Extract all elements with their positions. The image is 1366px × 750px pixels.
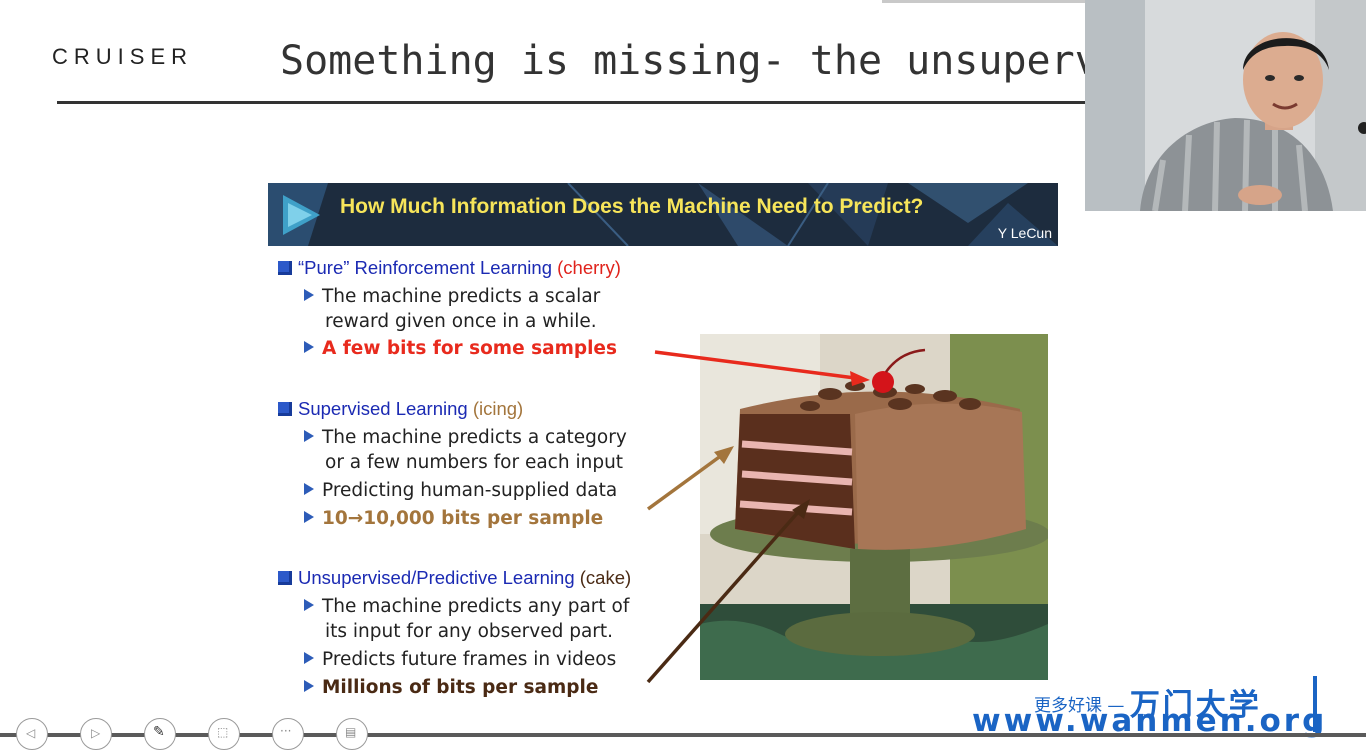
top-bar [882, 0, 1172, 3]
watermark-bar [1313, 676, 1317, 732]
select-icon: ⬚ [217, 725, 229, 739]
banner-author: Y LeCun [997, 225, 1052, 241]
next-slide-button[interactable]: ▷ [80, 718, 112, 750]
pen-tool-button[interactable]: ✎ [144, 718, 176, 750]
cruiser-logo: CRUISER [52, 44, 194, 69]
title-divider [57, 101, 1097, 104]
triangle-bullet-icon [304, 430, 314, 442]
select-tool-button[interactable]: ⬚ [208, 718, 240, 750]
bullet-line: The machine predicts a category [304, 425, 627, 450]
banner-title: How Much Information Does the Machine Ne… [340, 195, 924, 218]
section-tag: (cherry) [557, 257, 621, 278]
bottom-bar [0, 733, 1366, 737]
pen-icon: ✎ [153, 724, 165, 740]
more-icon: ··· [280, 724, 292, 738]
bullet-line: The machine predicts any part of [304, 594, 629, 619]
triangle-bullet-icon [304, 483, 314, 495]
blue-square-bullet-icon [278, 402, 292, 416]
triangle-bullet-icon [304, 511, 314, 523]
triangle-bullet-icon [304, 341, 314, 353]
watermark-slogan: 更多好课 — 万门大学 [1034, 688, 1262, 723]
bullet-line: The machine predicts a scalar [304, 284, 600, 309]
slide-menu-button[interactable]: ▤ [336, 718, 368, 750]
bullet-line-continued: its input for any observed part. [325, 621, 614, 642]
menu-icon: ▤ [345, 725, 357, 739]
bullet-highlight: A few bits for some samples [304, 336, 617, 361]
section-supervised-heading: Supervised Learning (icing) [278, 398, 523, 420]
blue-square-bullet-icon [278, 261, 292, 275]
section-tag: (icing) [472, 398, 524, 419]
slide-banner: How Much Information Does the Machine Ne… [268, 183, 1058, 246]
prev-slide-button[interactable]: ◁ [16, 718, 48, 750]
section-reinforcement-heading: “Pure” Reinforcement Learning (cherry) [278, 257, 621, 279]
bullet-line: Predicting human-supplied data [304, 478, 617, 503]
bullet-highlight: Millions of bits per sample [304, 675, 598, 700]
bullet-line-continued: or a few numbers for each input [325, 452, 624, 473]
section-unsupervised-heading: Unsupervised/Predictive Learning (cake) [278, 567, 631, 589]
webcam-video [1085, 0, 1366, 211]
prev-icon: ◁ [26, 726, 36, 740]
cake-image [700, 334, 1048, 680]
more-options-button[interactable]: ··· [272, 718, 304, 750]
next-icon: ▷ [91, 726, 101, 740]
bullet-line-continued: reward given once in a while. [325, 311, 597, 332]
blue-square-bullet-icon [278, 571, 292, 585]
bullet-line: Predicts future frames in videos [304, 647, 616, 672]
slide-title: Something is missing- the unsupervise [280, 38, 1172, 84]
triangle-bullet-icon [304, 680, 314, 692]
triangle-bullet-icon [304, 652, 314, 664]
bullet-highlight: 10→10,000 bits per sample [304, 506, 603, 531]
triangle-bullet-icon [304, 599, 314, 611]
section-tag: (cake) [579, 567, 632, 588]
triangle-bullet-icon [304, 289, 314, 301]
